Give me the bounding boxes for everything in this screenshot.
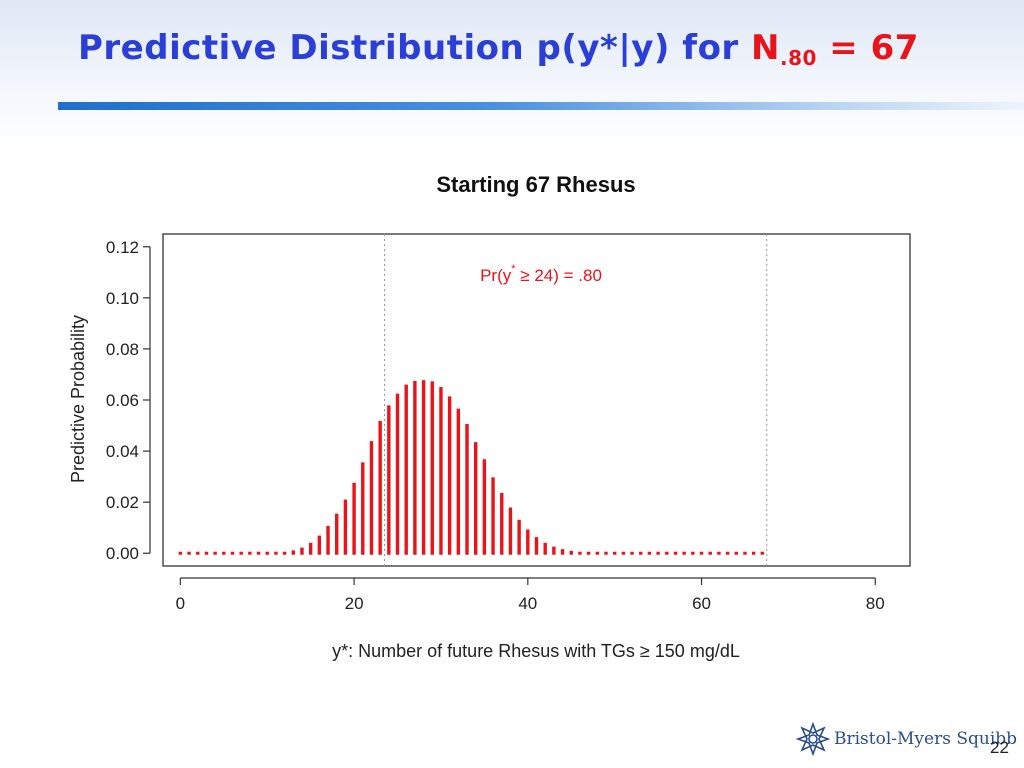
plot-frame — [162, 233, 911, 567]
x-axis: 0 20 40 60 80 — [176, 577, 885, 613]
y-tick-label: 0.04 — [106, 442, 139, 461]
title-value: = 67 — [816, 28, 919, 68]
title-subscript: .80 — [780, 46, 817, 70]
chart-title: Starting 67 Rhesus — [436, 172, 635, 197]
y-axis: 0.00 0.02 0.04 0.06 0.08 0.10 0.12 — [106, 238, 151, 563]
title-symbol: N — [751, 28, 780, 68]
logo-text: Bristol-Myers Squibb — [834, 729, 1018, 749]
y-tick-label: 0.02 — [106, 493, 139, 512]
x-tick-label: 80 — [866, 594, 885, 613]
vline-layer — [383, 234, 768, 566]
y-tick-label: 0.12 — [106, 238, 139, 257]
x-tick-label: 0 — [176, 594, 185, 613]
y-tick-label: 0.08 — [106, 340, 139, 359]
page-number: 22 — [990, 738, 1009, 757]
y-axis-label: Predictive Probability — [68, 315, 88, 483]
y-tick-label: 0.06 — [106, 391, 139, 410]
chart-annotation: Pr(y* ≥ 24) = .80 — [480, 263, 602, 285]
bar-layer — [178, 380, 765, 555]
title-main: Predictive Distribution p(y*|y) for — [78, 28, 752, 68]
x-axis-label: y*: Number of future Rhesus with TGs ≥ 1… — [332, 641, 740, 661]
x-tick-label: 20 — [345, 594, 364, 613]
company-logo: Bristol-Myers Squibb — [796, 721, 1017, 757]
x-tick-label: 40 — [518, 594, 537, 613]
logo-star-icon — [796, 722, 830, 756]
slide-title: Predictive Distribution p(y*|y) for N.80… — [78, 28, 919, 70]
y-tick-label: 0.00 — [106, 544, 139, 563]
x-tick-label: 60 — [692, 594, 711, 613]
y-tick-label: 0.10 — [106, 289, 139, 308]
title-rule — [58, 102, 1024, 110]
